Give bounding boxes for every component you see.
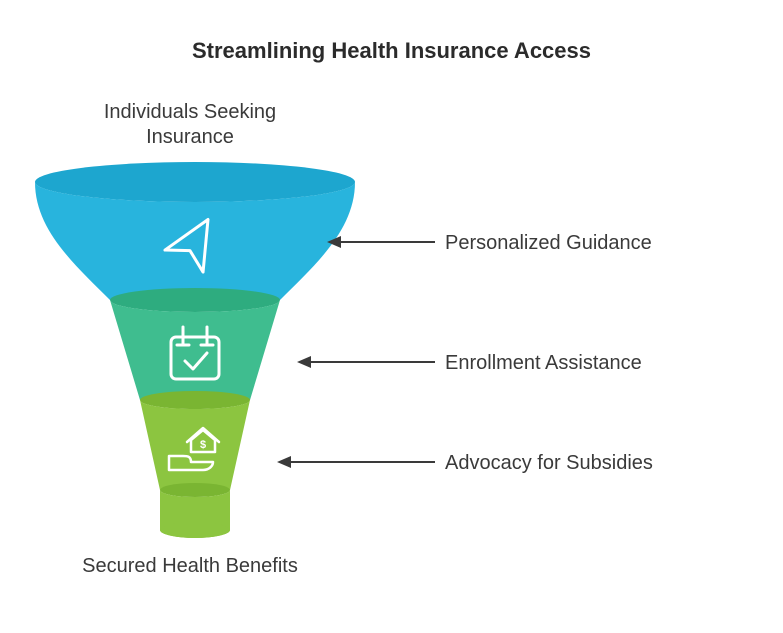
page-title: Streamlining Health Insurance Access: [0, 38, 783, 64]
step-label-guidance: Personalized Guidance: [445, 232, 652, 255]
funnel-sep-2: [140, 391, 250, 409]
infographic-stage: Streamlining Health Insurance Access Ind…: [0, 0, 783, 633]
funnel-top-label: Individuals Seeking Insurance: [70, 100, 310, 150]
step-label-subsidies: Advocacy for Subsidies: [445, 452, 653, 475]
step-label-enrollment: Enrollment Assistance: [445, 352, 642, 375]
funnel-stem-bottom: [160, 522, 230, 538]
funnel-stage-subsidies: [140, 400, 250, 490]
funnel-rim: [35, 162, 355, 202]
svg-text:$: $: [200, 439, 206, 451]
funnel-bottom-label: Secured Health Benefits: [70, 555, 310, 578]
funnel-stem-top: [160, 483, 230, 497]
funnel-sep-1: [110, 288, 280, 312]
funnel-diagram: $: [30, 160, 360, 550]
funnel-stage-enrollment: [110, 300, 280, 400]
